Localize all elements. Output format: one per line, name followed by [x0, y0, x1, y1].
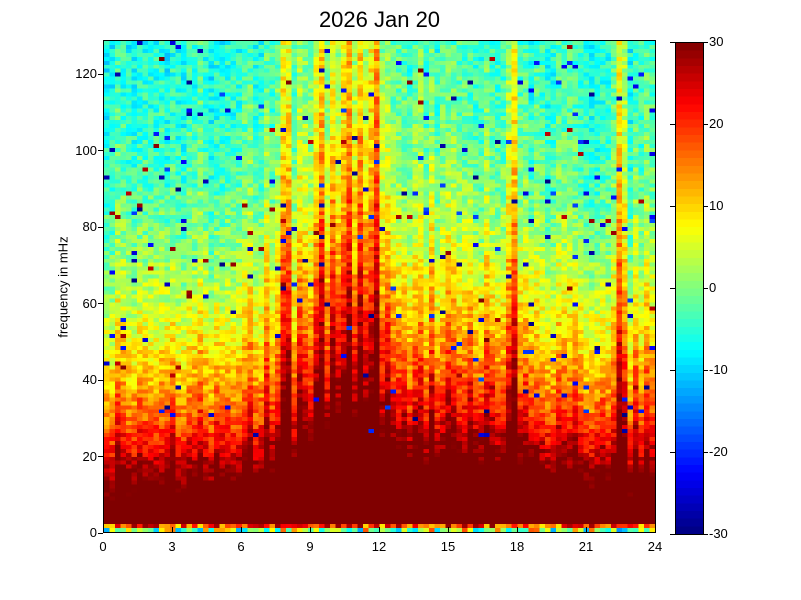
colorbar-tick-mark-left — [670, 369, 675, 371]
y-tick-mark — [98, 379, 103, 381]
x-tick-label: 21 — [578, 539, 594, 554]
heatmap-canvas — [104, 41, 655, 532]
x-tick-label: 12 — [371, 539, 387, 554]
colorbar-tick-mark-left — [670, 533, 675, 535]
colorbar-tick-label: 20 — [709, 116, 724, 131]
colorbar-tick-label: 0 — [709, 280, 717, 295]
x-tick-label: 18 — [509, 539, 525, 554]
colorbar-tick-mark-right — [704, 123, 708, 125]
colorbar — [675, 42, 704, 535]
y-tick-label: 80 — [82, 219, 97, 235]
y-tick-mark — [98, 303, 103, 305]
colorbar-tick-label: -30 — [709, 526, 728, 541]
colorbar-tick-mark-right — [704, 451, 708, 453]
y-tick-label: 20 — [82, 448, 97, 464]
x-tick-label: 0 — [99, 539, 107, 554]
colorbar-tick-mark-left — [670, 123, 675, 125]
y-tick-mark — [98, 150, 103, 152]
x-tick-label: 6 — [237, 539, 245, 554]
x-tick-mark — [585, 527, 587, 532]
colorbar-canvas — [676, 43, 703, 534]
colorbar-tick-label: -10 — [709, 362, 728, 377]
y-tick-label: 60 — [82, 295, 97, 311]
colorbar-tick-mark-left — [670, 205, 675, 207]
colorbar-tick-mark-right — [704, 287, 708, 289]
x-tick-mark — [309, 527, 311, 532]
x-tick-mark — [378, 527, 380, 532]
colorbar-tick-mark-left — [670, 287, 675, 289]
x-tick-label: 24 — [647, 539, 663, 554]
y-tick-mark — [98, 226, 103, 228]
colorbar-tick-label: 30 — [709, 34, 724, 49]
chart-title: 2026 Jan 20 — [318, 7, 441, 32]
colorbar-tick-mark-right — [704, 205, 708, 207]
x-tick-mark — [516, 527, 518, 532]
x-tick-mark — [447, 527, 449, 532]
colorbar-tick-mark-left — [670, 451, 675, 453]
colorbar-tick-mark-right — [704, 369, 708, 371]
colorbar-tick-mark-right — [704, 41, 708, 43]
y-tick-label: 40 — [82, 372, 97, 388]
y-axis-label-text: frequency in mHz — [55, 236, 71, 338]
x-tick-mark — [654, 527, 656, 532]
x-tick-mark — [102, 527, 104, 532]
y-tick-label: 0 — [89, 525, 97, 540]
colorbar-tick-label: 10 — [709, 198, 724, 213]
y-tick-label: 100 — [75, 142, 97, 158]
y-tick-mark — [98, 532, 103, 534]
colorbar-tick-mark-left — [670, 41, 675, 43]
x-tick-label: 9 — [306, 539, 314, 554]
y-tick-mark — [98, 456, 103, 458]
y-tick-label: 120 — [75, 66, 97, 82]
x-tick-mark — [240, 527, 242, 532]
colorbar-tick-label: -20 — [709, 444, 728, 459]
y-tick-mark — [98, 73, 103, 75]
x-tick-label: 15 — [440, 539, 456, 554]
x-tick-mark — [171, 527, 173, 532]
x-tick-label: 3 — [168, 539, 176, 554]
colorbar-tick-mark-right — [704, 533, 708, 535]
plot-area — [103, 40, 656, 533]
